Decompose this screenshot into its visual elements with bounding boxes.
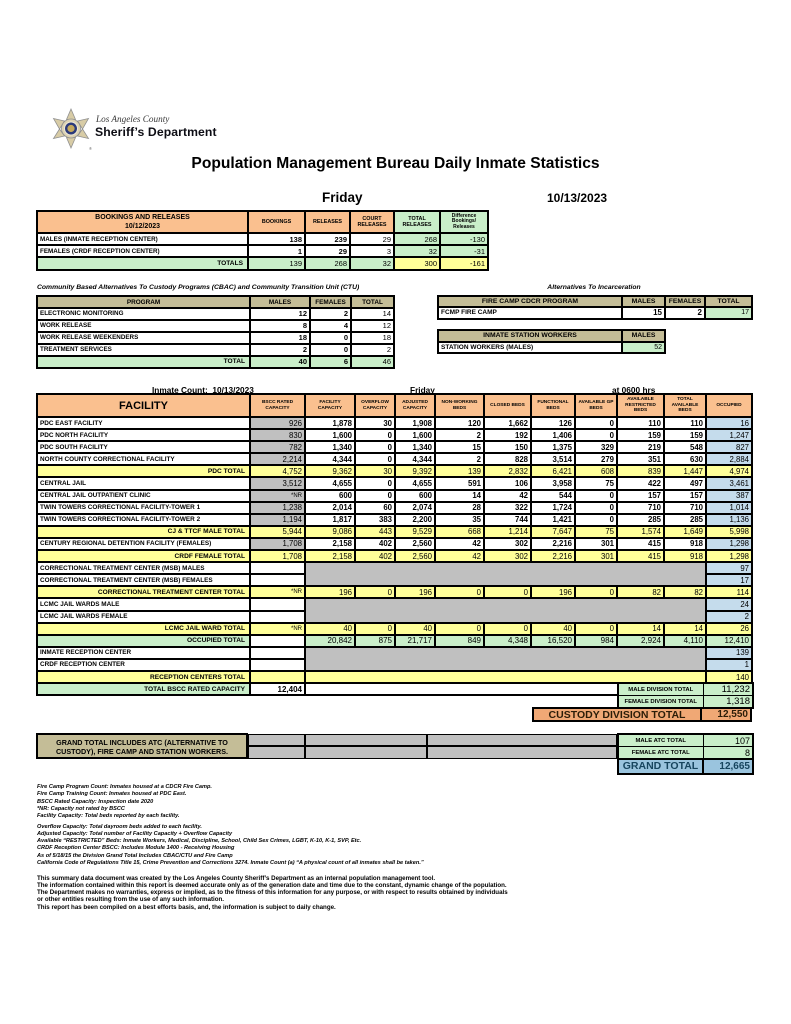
svg-text:®: ® [89,146,92,151]
